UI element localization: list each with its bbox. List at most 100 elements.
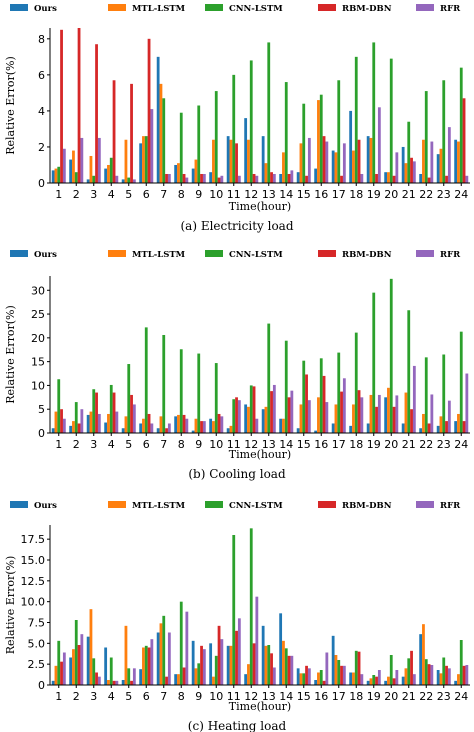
x-tick-label: 16	[314, 690, 328, 703]
bar-ours-14	[279, 418, 283, 433]
bar-mtl-lstm-12	[247, 139, 250, 183]
bar-cnn-lstm-6	[144, 136, 148, 183]
x-tick-label: 6	[143, 188, 150, 201]
bar-ours-12	[244, 118, 248, 183]
bar-rfr-18	[360, 674, 364, 685]
bar-ours-10	[209, 643, 213, 685]
bar-mtl-lstm-15	[299, 673, 303, 685]
bar-ours-14	[279, 173, 283, 183]
bar-ours-4	[104, 422, 108, 433]
bar-rfr-21	[412, 365, 416, 433]
bar-ours-22	[419, 634, 423, 685]
x-tick-label: 6	[143, 438, 150, 451]
bar-mtl-lstm-3	[89, 609, 93, 685]
legend-swatch-3	[205, 501, 223, 508]
bar-ours-9	[191, 640, 195, 685]
bar-mtl-lstm-24	[457, 674, 460, 685]
x-tick-label: 4	[108, 188, 115, 201]
bar-cnn-lstm-19	[372, 675, 376, 685]
legend-swatch-3	[205, 4, 223, 11]
bar-cnn-lstm-23	[442, 657, 446, 685]
chart-caption: (a) Electricity load	[180, 219, 293, 233]
bar-rbm-dbn-21	[410, 157, 413, 183]
bar-rfr-6	[150, 109, 154, 183]
bar-cnn-lstm-3	[92, 175, 96, 183]
bar-rbm-dbn-9	[200, 645, 203, 685]
bar-ours-1	[51, 428, 55, 433]
bar-ours-5	[121, 179, 125, 183]
bar-mtl-lstm-12	[247, 406, 250, 433]
x-tick-label: 4	[108, 690, 115, 703]
bar-rbm-dbn-9	[200, 173, 203, 183]
bar-cnn-lstm-20	[389, 655, 393, 685]
bar-cnn-lstm-12	[249, 385, 253, 433]
bar-ours-13	[261, 625, 265, 685]
x-tick-label: 13	[262, 188, 276, 201]
bar-rfr-22	[430, 394, 434, 433]
bar-cnn-lstm-10	[214, 655, 218, 685]
bar-rfr-8	[185, 418, 189, 433]
x-tick-label: 10	[209, 690, 223, 703]
bar-cnn-lstm-24	[459, 67, 463, 183]
bar-cnn-lstm-5	[127, 364, 131, 433]
bar-rfr-13	[272, 173, 276, 183]
x-tick-label: 2	[73, 188, 80, 201]
bar-rfr-7	[167, 423, 171, 433]
bar-cnn-lstm-4	[109, 384, 113, 433]
bar-mtl-lstm-3	[89, 411, 93, 433]
bar-mtl-lstm-13	[264, 645, 268, 685]
y-tick-label: 30	[31, 284, 45, 297]
bar-ours-20	[384, 680, 388, 685]
x-tick-label: 15	[297, 438, 311, 451]
bar-cnn-lstm-22	[424, 357, 428, 433]
bar-mtl-lstm-22	[422, 139, 425, 183]
bar-cnn-lstm-13	[267, 645, 271, 685]
x-axis-label: Time(hour)	[229, 200, 291, 213]
x-tick-label: 8	[178, 690, 185, 703]
bar-cnn-lstm-18	[354, 650, 358, 685]
bar-rbm-dbn-1	[60, 29, 63, 183]
bar-ours-6	[139, 423, 143, 433]
bar-cnn-lstm-3	[92, 658, 96, 685]
legend-label-1: Ours	[34, 250, 57, 260]
bar-rbm-dbn-24	[462, 665, 466, 685]
bar-rfr-1	[62, 148, 66, 183]
bar-cnn-lstm-8	[179, 112, 183, 183]
legend-swatch-1	[10, 250, 28, 257]
bar-ours-19	[366, 136, 370, 183]
y-tick-label: 17.5	[21, 533, 46, 546]
bar-ours-21	[401, 423, 405, 433]
bar-cnn-lstm-2	[74, 172, 78, 183]
y-tick-label: 5.0	[28, 637, 46, 650]
bar-ours-24	[454, 421, 458, 433]
bar-rfr-14	[290, 170, 294, 183]
bar-mtl-lstm-10	[212, 421, 215, 433]
bar-rbm-dbn-5	[130, 680, 133, 685]
bar-ours-14	[279, 613, 283, 685]
bar-ours-11	[226, 428, 230, 433]
bar-cnn-lstm-1	[57, 379, 61, 433]
bar-ours-21	[401, 676, 405, 685]
bar-rbm-dbn-2	[77, 28, 81, 183]
bar-mtl-lstm-21	[404, 163, 408, 183]
bar-rbm-dbn-3	[95, 392, 98, 433]
bar-rfr-17	[342, 665, 346, 685]
bar-cnn-lstm-1	[57, 166, 61, 183]
bar-rbm-dbn-22	[427, 664, 431, 685]
bar-rbm-dbn-10	[217, 177, 221, 183]
bar-rbm-dbn-14	[287, 655, 291, 685]
bar-ours-2	[69, 657, 73, 685]
bar-cnn-lstm-5	[127, 668, 131, 685]
bar-cnn-lstm-9	[197, 105, 201, 183]
bar-mtl-lstm-19	[369, 678, 373, 685]
bar-mtl-lstm-4	[107, 164, 110, 183]
legend-label-4: RBM-DBN	[342, 501, 392, 511]
bar-rfr-12	[255, 175, 259, 183]
bar-cnn-lstm-5	[127, 177, 131, 183]
bar-ours-21	[401, 146, 405, 183]
bar-rfr-12	[255, 418, 259, 433]
x-tick-label: 11	[227, 438, 241, 451]
bar-mtl-lstm-12	[247, 664, 250, 685]
bar-rfr-2	[80, 137, 84, 183]
bar-cnn-lstm-18	[354, 56, 358, 184]
